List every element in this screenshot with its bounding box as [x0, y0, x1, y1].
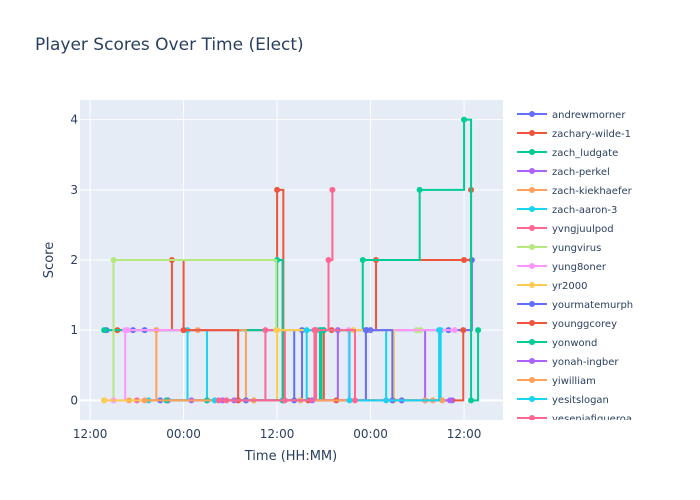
data-point[interactable] [101, 397, 108, 404]
legend-item-yourmatemurph[interactable]: yourmatemurph [517, 300, 633, 311]
y-tick-label: 3 [70, 183, 78, 197]
legend-marker-icon [529, 244, 535, 250]
legend: andrewmorner zachary-wilde-1 zach_ludgatez… [517, 110, 633, 425]
legend-marker-icon [529, 206, 535, 212]
data-point[interactable] [447, 397, 454, 404]
legend-label: yeseniafigueroa [552, 414, 632, 425]
legend-label: yourmatemurph [552, 300, 633, 311]
y-tick-label: 0 [70, 393, 78, 407]
legend-item-zachary-wilde-1[interactable]: zachary-wilde-1 [517, 129, 631, 140]
legend-item-yr2000[interactable]: yr2000 [517, 281, 587, 292]
data-point[interactable] [346, 397, 353, 404]
data-point[interactable] [124, 327, 131, 334]
data-point[interactable] [468, 397, 475, 404]
legend-label: yvngjuulpod [552, 224, 614, 235]
trace-yeseniafigueroa[interactable] [215, 327, 358, 404]
legend-label: zach-perkel [552, 167, 610, 178]
y-tick-label: 2 [70, 253, 78, 267]
legend-marker-icon [529, 396, 535, 402]
data-point[interactable] [451, 327, 458, 334]
x-tick-label: 12:00 [260, 427, 295, 441]
data-point[interactable] [325, 257, 332, 263]
legend-label: yonah-ingber [552, 357, 619, 368]
legend-marker-icon [529, 111, 535, 117]
legend-item-zach-aaron-3[interactable]: zach-aaron-3 [517, 205, 617, 216]
legend-label: younggcorey [552, 319, 617, 330]
data-point[interactable] [215, 397, 222, 404]
data-point[interactable] [274, 186, 281, 193]
legend-item-yonwond[interactable]: yonwond [517, 338, 597, 349]
legend-label: yung8oner [552, 262, 607, 273]
legend-item-yungvirus[interactable]: yungvirus [517, 243, 601, 254]
legend-marker-icon [529, 320, 535, 326]
y-axis-title: Score [42, 242, 57, 278]
data-point[interactable] [461, 116, 468, 123]
legend-marker-icon [529, 130, 535, 136]
x-tick-label: 12:00 [73, 427, 108, 441]
legend-marker-icon [529, 187, 535, 193]
legend-marker-icon [529, 301, 535, 307]
data-point[interactable] [329, 186, 336, 193]
data-point[interactable] [274, 327, 281, 334]
legend-label: yiwilliam [552, 376, 596, 387]
x-tick-label: 00:00 [353, 427, 388, 441]
legend-item-zach_ludgate[interactable]: zach_ludgate [517, 148, 618, 159]
legend-label: zach-aaron-3 [552, 205, 617, 216]
legend-item-andrewmorner[interactable]: andrewmorner [517, 110, 626, 121]
legend-marker-icon [529, 225, 535, 231]
data-point[interactable] [475, 327, 482, 334]
data-point[interactable] [180, 327, 187, 334]
legend-item-yesitslogan[interactable]: yesitslogan [517, 395, 609, 406]
legend-item-zach-kiekhaefer[interactable]: zach-kiekhaefer [517, 186, 633, 197]
legend-marker-icon [529, 263, 535, 269]
legend-label: yonwond [552, 338, 597, 349]
data-point[interactable] [436, 327, 443, 334]
legend-item-yvngjuulpod[interactable]: yvngjuulpod [517, 224, 614, 235]
data-point[interactable] [110, 257, 117, 263]
x-tick-label: 00:00 [166, 427, 201, 441]
x-tick-label: 12:00 [447, 427, 482, 441]
legend-item-yung8oner[interactable]: yung8oner [517, 262, 607, 273]
legend-item-yeseniafigueroa[interactable]: yeseniafigueroa [517, 414, 632, 425]
legend-item-zach-perkel[interactable]: zach-perkel [517, 167, 610, 178]
data-point[interactable] [461, 257, 468, 263]
legend-item-yonah-ingber[interactable]: yonah-ingber [517, 357, 619, 368]
legend-label: yr2000 [552, 281, 587, 292]
y-tick-label: 1 [70, 323, 78, 337]
legend-marker-icon [529, 168, 535, 174]
data-point[interactable] [362, 327, 369, 334]
legend-label: zach-kiekhaefer [552, 186, 633, 197]
legend-label: zach_ludgate [552, 148, 618, 159]
data-point[interactable] [460, 327, 467, 334]
legend-label: yesitslogan [552, 395, 609, 406]
data-point[interactable] [262, 327, 269, 334]
legend-marker-icon [529, 358, 535, 364]
legend-marker-icon [529, 415, 535, 420]
data-point[interactable] [351, 397, 358, 404]
legend-item-yiwilliam[interactable]: yiwilliam [517, 376, 596, 387]
legend-item-younggcorey[interactable]: younggcorey [517, 319, 617, 330]
legend-marker-icon [529, 282, 535, 288]
data-point[interactable] [101, 327, 108, 334]
legend-label: zachary-wilde-1 [552, 129, 631, 140]
data-point[interactable] [311, 327, 318, 334]
data-point[interactable] [223, 397, 230, 404]
data-point[interactable] [439, 397, 446, 404]
data-point[interactable] [416, 186, 423, 193]
data-point[interactable] [359, 257, 366, 263]
legend-marker-icon [529, 149, 535, 155]
chart-title: Player Scores Over Time (Elect) [35, 35, 304, 55]
legend-marker-icon [529, 339, 535, 345]
y-tick-label: 4 [70, 113, 78, 127]
legend-label: andrewmorner [552, 110, 626, 121]
x-axis-title: Time (HH:MM) [244, 449, 337, 464]
data-point[interactable] [141, 397, 148, 404]
legend-marker-icon [529, 377, 535, 383]
legend-label: yungvirus [552, 243, 601, 254]
data-point[interactable] [303, 327, 310, 334]
